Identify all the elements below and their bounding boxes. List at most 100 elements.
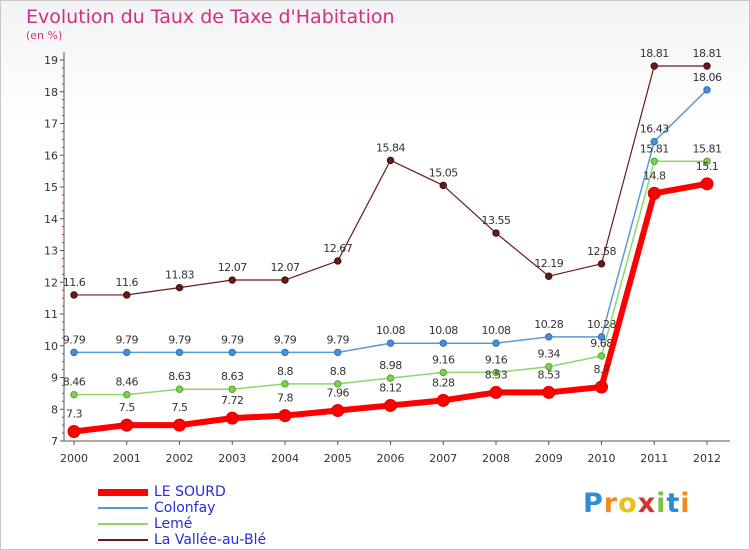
data-point-colonfay: [386, 339, 395, 347]
y-tick-label: 18: [44, 86, 58, 99]
data-point-leme: [492, 368, 500, 377]
data-point-leme: [545, 363, 553, 371]
data-point-colonfay: [228, 348, 236, 357]
data-point-le-sourd: [384, 398, 397, 412]
data-label-le-sourd: 14.8: [643, 169, 666, 182]
data-label-colonfay: 9.79: [116, 333, 139, 346]
data-label-colonfay: 16.43: [640, 123, 669, 136]
logo-letter: t: [666, 488, 681, 519]
y-tick-label: 14: [44, 213, 58, 226]
data-point-la-vallee-au-ble: [492, 229, 500, 237]
legend-item-la-vallee-au-ble: La Vallée-au-Blé: [98, 532, 266, 548]
x-tick-label: 2003: [218, 452, 246, 465]
x-tick-label: 2006: [377, 452, 405, 465]
y-tick-label: 13: [44, 245, 58, 258]
data-point-leme: [70, 390, 78, 399]
y-tick-label: 8: [51, 403, 58, 416]
data-point-colonfay: [175, 348, 184, 357]
logo-letter: i: [680, 488, 691, 519]
logo-letter: o: [618, 488, 638, 519]
legend-label-le-sourd: LE SOURD: [154, 484, 226, 500]
data-point-la-vallee-au-ble: [175, 283, 184, 292]
y-tick-label: 7: [51, 435, 58, 448]
data-label-le-sourd: 7.96: [327, 387, 350, 400]
data-point-colonfay: [597, 333, 606, 341]
data-label-la-vallee-au-ble: 12.07: [218, 261, 247, 274]
logo-letter: x: [637, 488, 657, 519]
data-label-la-vallee-au-ble: 11.6: [63, 276, 86, 289]
chart-subtitle: (en %): [26, 29, 63, 42]
data-point-la-vallee-au-ble: [703, 62, 711, 70]
legend-label-la-vallee-au-ble: La Vallée-au-Blé: [154, 532, 267, 548]
data-label-la-vallee-au-ble: 11.83: [165, 269, 194, 282]
chart-title: Evolution du Taux de Taxe d'Habitation: [26, 6, 395, 28]
legend-swatch-le-sourd: [98, 488, 148, 496]
x-tick-label: 2002: [166, 452, 194, 465]
data-label-leme: 8.98: [379, 359, 402, 372]
data-point-leme: [123, 390, 131, 399]
data-point-le-sourd: [595, 380, 608, 394]
data-point-la-vallee-au-ble: [334, 257, 342, 265]
data-point-la-vallee-au-ble: [386, 156, 395, 165]
x-tick-label: 2008: [482, 452, 510, 465]
legend-swatch-colonfay: [98, 507, 148, 509]
data-point-leme: [439, 368, 447, 377]
data-label-leme: 9.34: [538, 348, 561, 361]
series-line-la-vallee-au-ble: [74, 65, 707, 296]
data-label-le-sourd: 15.1: [696, 160, 719, 173]
data-label-colonfay: 9.79: [274, 333, 297, 346]
data-label-le-sourd: 8.7: [594, 363, 610, 376]
x-tick-label: 2012: [693, 452, 721, 465]
data-label-colonfay: 10.28: [534, 318, 563, 331]
data-label-le-sourd: 7.3: [66, 407, 82, 420]
x-tick-label: 2011: [640, 452, 668, 465]
x-tick-label: 2007: [429, 452, 457, 465]
data-label-leme: 9.16: [485, 353, 508, 366]
data-label-leme: 8.46: [63, 376, 86, 389]
data-label-la-vallee-au-ble: 13.55: [482, 214, 511, 227]
data-point-la-vallee-au-ble: [650, 62, 658, 70]
data-point-colonfay: [439, 339, 447, 347]
data-point-la-vallee-au-ble: [228, 276, 236, 284]
y-tick-label: 10: [44, 340, 58, 353]
data-point-la-vallee-au-ble: [545, 272, 553, 280]
data-point-le-sourd: [331, 404, 345, 418]
data-label-colonfay: 10.28: [587, 318, 616, 331]
data-label-la-vallee-au-ble: 15.84: [376, 141, 405, 154]
data-label-leme: 8.63: [168, 370, 191, 383]
data-point-leme: [175, 385, 184, 393]
data-label-leme: 8.8: [330, 365, 346, 378]
logo-letter: r: [603, 488, 619, 519]
data-point-le-sourd: [67, 424, 81, 438]
x-tick-label: 2001: [113, 452, 141, 465]
data-label-leme: 8.46: [116, 376, 139, 389]
data-point-leme: [597, 352, 606, 360]
data-point-leme: [228, 385, 236, 393]
data-label-la-vallee-au-ble: 11.6: [116, 276, 139, 289]
data-point-leme: [650, 157, 658, 165]
data-point-le-sourd: [489, 385, 503, 399]
data-label-leme: 15.81: [640, 142, 669, 155]
data-label-colonfay: 10.08: [376, 324, 405, 337]
data-label-colonfay: 10.08: [482, 324, 511, 337]
data-point-la-vallee-au-ble: [281, 276, 289, 284]
data-label-colonfay: 9.79: [63, 333, 86, 346]
data-point-leme: [334, 380, 342, 388]
x-tick-label: 2010: [588, 452, 616, 465]
y-tick-label: 15: [44, 181, 58, 194]
data-point-le-sourd: [647, 186, 661, 200]
data-label-la-vallee-au-ble: 12.67: [323, 242, 352, 255]
data-label-colonfay: 10.08: [429, 324, 458, 337]
data-point-leme: [703, 157, 711, 165]
legend: LE SOURD Colonfay Lemé La Vallée-au-Blé: [98, 484, 266, 548]
data-point-le-sourd: [436, 393, 450, 407]
data-point-le-sourd: [542, 385, 556, 399]
legend-item-le-sourd: LE SOURD: [98, 484, 266, 500]
logo-letter: P: [583, 488, 604, 519]
data-label-la-vallee-au-ble: 18.81: [693, 47, 722, 60]
logo-letter: i: [656, 488, 667, 519]
data-point-leme: [281, 380, 289, 388]
data-point-colonfay: [334, 348, 342, 357]
